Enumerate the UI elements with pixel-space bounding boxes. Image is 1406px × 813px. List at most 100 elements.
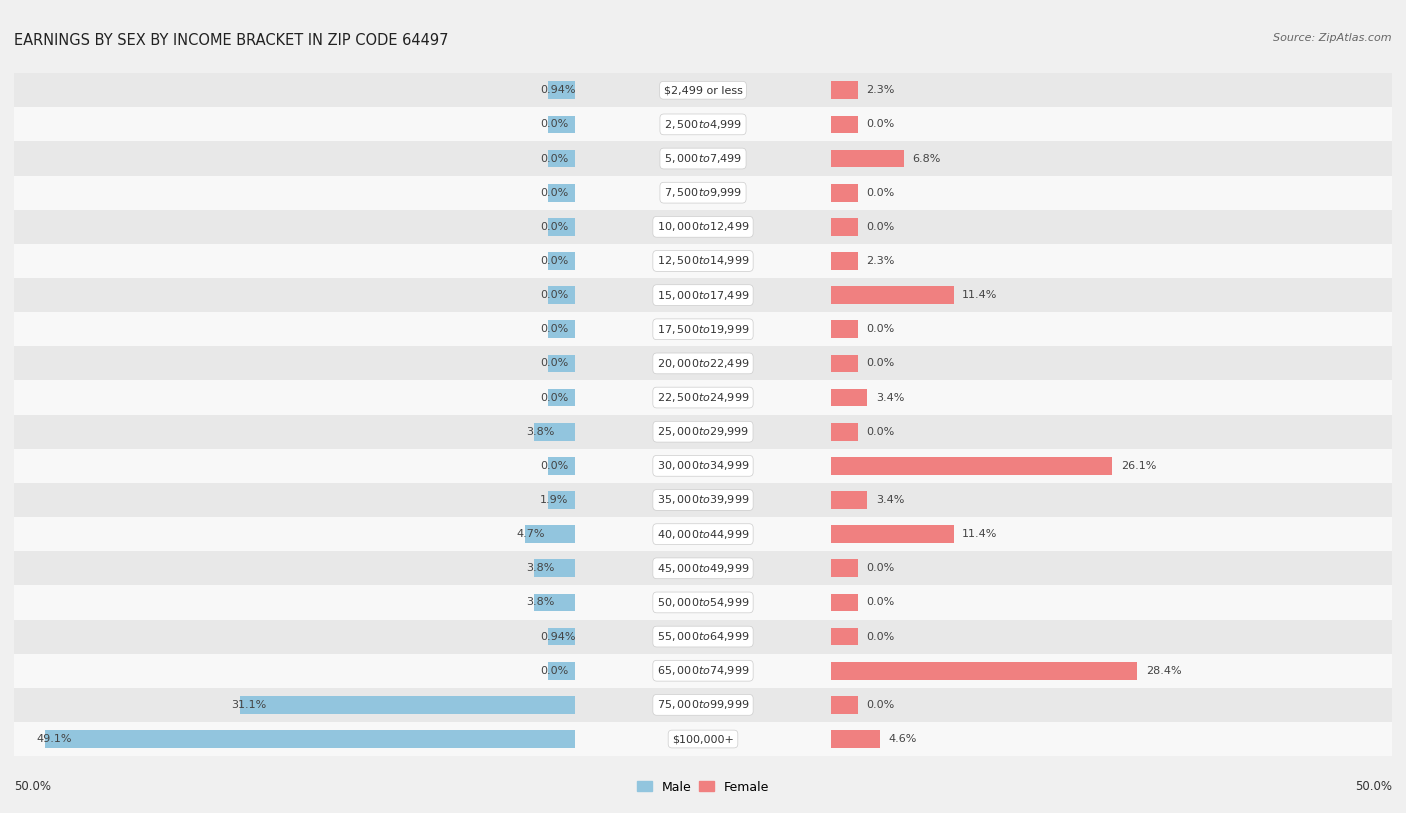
Bar bbox=[575, 620, 831, 654]
Bar bbox=[831, 688, 1392, 722]
Text: 0.0%: 0.0% bbox=[540, 120, 568, 129]
Bar bbox=[831, 423, 858, 441]
Bar bbox=[831, 81, 858, 99]
Bar bbox=[575, 688, 831, 722]
Bar bbox=[831, 525, 953, 543]
Bar bbox=[831, 593, 858, 611]
Text: 0.0%: 0.0% bbox=[540, 154, 568, 163]
Bar bbox=[14, 517, 575, 551]
Bar bbox=[534, 423, 575, 441]
Bar bbox=[548, 320, 575, 338]
Text: 0.0%: 0.0% bbox=[866, 324, 894, 334]
Bar bbox=[831, 491, 868, 509]
Bar bbox=[575, 654, 831, 688]
Legend: Male, Female: Male, Female bbox=[631, 776, 775, 798]
Text: $12,500 to $14,999: $12,500 to $14,999 bbox=[657, 254, 749, 267]
Bar bbox=[548, 389, 575, 406]
Bar bbox=[831, 449, 1392, 483]
Text: 50.0%: 50.0% bbox=[14, 780, 51, 793]
Bar bbox=[575, 483, 831, 517]
Bar bbox=[575, 346, 831, 380]
Text: $100,000+: $100,000+ bbox=[672, 734, 734, 744]
Bar bbox=[14, 585, 575, 620]
Text: $2,500 to $4,999: $2,500 to $4,999 bbox=[664, 118, 742, 131]
Text: 0.0%: 0.0% bbox=[540, 188, 568, 198]
Bar bbox=[831, 184, 858, 202]
Text: 0.0%: 0.0% bbox=[540, 256, 568, 266]
Text: 11.4%: 11.4% bbox=[962, 529, 998, 539]
Bar bbox=[534, 559, 575, 577]
Text: 6.8%: 6.8% bbox=[912, 154, 941, 163]
Text: 0.0%: 0.0% bbox=[540, 290, 568, 300]
Text: 11.4%: 11.4% bbox=[962, 290, 998, 300]
Text: $30,000 to $34,999: $30,000 to $34,999 bbox=[657, 459, 749, 472]
Bar bbox=[14, 620, 575, 654]
Bar bbox=[831, 730, 880, 748]
Text: Source: ZipAtlas.com: Source: ZipAtlas.com bbox=[1274, 33, 1392, 42]
Bar bbox=[14, 73, 575, 107]
Bar bbox=[45, 730, 575, 748]
Text: $22,500 to $24,999: $22,500 to $24,999 bbox=[657, 391, 749, 404]
Text: 0.0%: 0.0% bbox=[540, 666, 568, 676]
Text: $65,000 to $74,999: $65,000 to $74,999 bbox=[657, 664, 749, 677]
Text: $55,000 to $64,999: $55,000 to $64,999 bbox=[657, 630, 749, 643]
Text: 0.0%: 0.0% bbox=[540, 222, 568, 232]
Text: 4.6%: 4.6% bbox=[889, 734, 917, 744]
Text: $5,000 to $7,499: $5,000 to $7,499 bbox=[664, 152, 742, 165]
Bar bbox=[575, 585, 831, 620]
Text: 3.8%: 3.8% bbox=[526, 598, 554, 607]
Bar bbox=[831, 483, 1392, 517]
Text: $10,000 to $12,499: $10,000 to $12,499 bbox=[657, 220, 749, 233]
Text: 0.94%: 0.94% bbox=[540, 632, 575, 641]
Text: 50.0%: 50.0% bbox=[1355, 780, 1392, 793]
Bar bbox=[548, 457, 575, 475]
Bar bbox=[831, 389, 868, 406]
Bar bbox=[831, 346, 1392, 380]
Bar bbox=[548, 184, 575, 202]
Bar bbox=[831, 115, 858, 133]
Bar bbox=[831, 696, 858, 714]
Bar bbox=[831, 551, 1392, 585]
Text: $40,000 to $44,999: $40,000 to $44,999 bbox=[657, 528, 749, 541]
Bar bbox=[575, 107, 831, 141]
Text: $2,499 or less: $2,499 or less bbox=[664, 85, 742, 95]
Text: 0.0%: 0.0% bbox=[540, 324, 568, 334]
Text: 31.1%: 31.1% bbox=[231, 700, 266, 710]
Text: 0.0%: 0.0% bbox=[866, 120, 894, 129]
Bar bbox=[14, 107, 575, 141]
Bar bbox=[575, 517, 831, 551]
Text: 49.1%: 49.1% bbox=[37, 734, 72, 744]
Bar bbox=[831, 354, 858, 372]
Bar bbox=[548, 354, 575, 372]
Text: 2.3%: 2.3% bbox=[866, 85, 894, 95]
Bar bbox=[575, 73, 831, 107]
Bar bbox=[831, 286, 953, 304]
Bar bbox=[14, 346, 575, 380]
Bar bbox=[14, 688, 575, 722]
Text: $25,000 to $29,999: $25,000 to $29,999 bbox=[657, 425, 749, 438]
Bar bbox=[575, 312, 831, 346]
Bar bbox=[831, 620, 1392, 654]
Bar bbox=[548, 628, 575, 646]
Text: $20,000 to $22,499: $20,000 to $22,499 bbox=[657, 357, 749, 370]
Bar bbox=[831, 585, 1392, 620]
Text: 0.0%: 0.0% bbox=[540, 393, 568, 402]
Text: 0.0%: 0.0% bbox=[866, 427, 894, 437]
Bar bbox=[831, 176, 1392, 210]
Bar bbox=[575, 141, 831, 176]
Bar bbox=[14, 449, 575, 483]
Bar bbox=[831, 218, 858, 236]
Bar bbox=[14, 312, 575, 346]
Text: 1.9%: 1.9% bbox=[540, 495, 568, 505]
Bar bbox=[831, 380, 1392, 415]
Bar bbox=[14, 415, 575, 449]
Bar bbox=[548, 662, 575, 680]
Text: $35,000 to $39,999: $35,000 to $39,999 bbox=[657, 493, 749, 506]
Bar bbox=[14, 176, 575, 210]
Text: EARNINGS BY SEX BY INCOME BRACKET IN ZIP CODE 64497: EARNINGS BY SEX BY INCOME BRACKET IN ZIP… bbox=[14, 33, 449, 47]
Text: 28.4%: 28.4% bbox=[1146, 666, 1181, 676]
Text: 3.4%: 3.4% bbox=[876, 393, 904, 402]
Bar bbox=[575, 210, 831, 244]
Bar bbox=[575, 244, 831, 278]
Bar bbox=[575, 449, 831, 483]
